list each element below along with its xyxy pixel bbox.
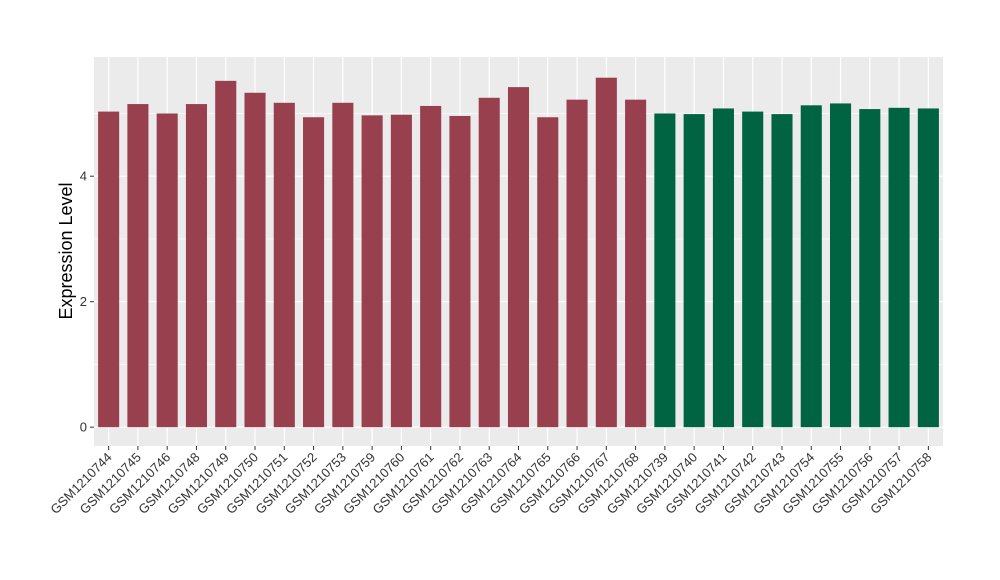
- bar: [127, 104, 149, 428]
- bar: [595, 77, 617, 428]
- bar: [420, 105, 442, 428]
- bar: [215, 80, 237, 428]
- bars: [98, 77, 939, 428]
- bar: [771, 114, 793, 428]
- bar: [332, 102, 354, 428]
- bar: [654, 113, 676, 428]
- y-axis: 0 2 4: [80, 169, 94, 435]
- bar: [98, 111, 120, 428]
- bar: [917, 108, 939, 428]
- bar: [742, 111, 764, 428]
- bar: [712, 108, 734, 428]
- bar: [390, 114, 412, 428]
- bar: [888, 107, 910, 428]
- bar: [303, 117, 325, 428]
- y-tick-label: 0: [80, 420, 87, 435]
- y-tick-label: 2: [80, 294, 87, 309]
- bar: [185, 104, 208, 428]
- bar: [800, 105, 822, 428]
- bar: [829, 103, 852, 428]
- bar: [449, 115, 471, 428]
- bar: [537, 117, 559, 428]
- bar: [244, 92, 266, 428]
- y-tick-label: 4: [80, 169, 87, 184]
- bar: [273, 102, 295, 428]
- bar: [156, 113, 178, 428]
- bar: [859, 109, 881, 428]
- bar: [361, 115, 383, 428]
- bar: [507, 87, 530, 428]
- x-axis: GSM1210744GSM1210745GSM1210746GSM1210748…: [47, 446, 934, 517]
- bar: [683, 114, 705, 428]
- bar: [478, 97, 500, 428]
- bar: [566, 99, 588, 428]
- y-axis-title: Expression Level: [56, 182, 76, 319]
- bar: [625, 99, 647, 428]
